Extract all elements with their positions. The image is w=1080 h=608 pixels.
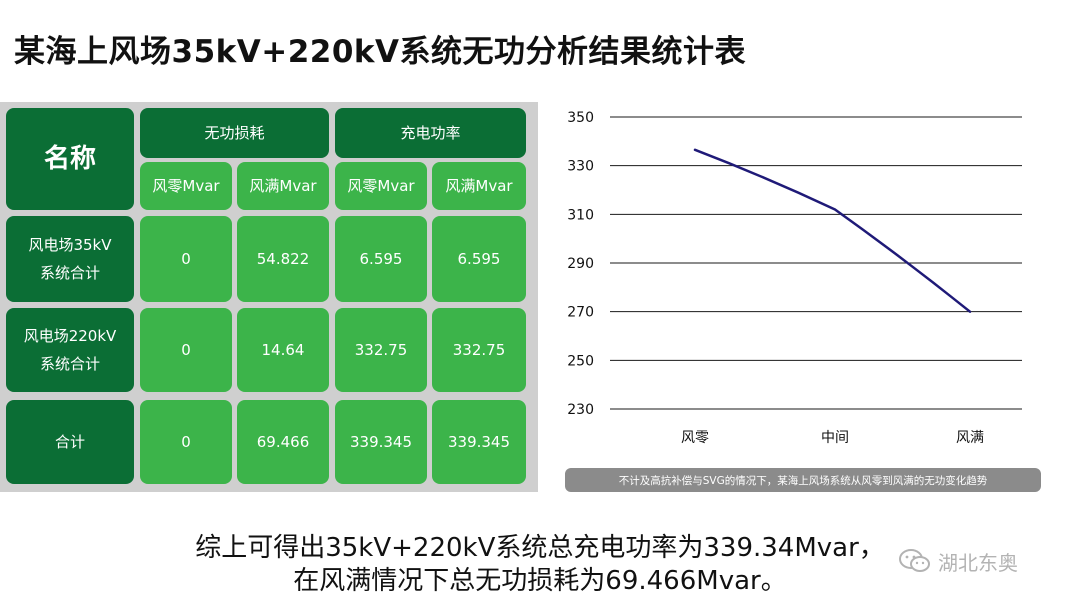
watermark-text: 湖北东奥 (938, 550, 1018, 575)
x-tick-label: 风满 (956, 430, 984, 445)
table-cell: 6.595 (335, 216, 427, 302)
sub-header-cell: 风零Mvar (140, 162, 232, 210)
y-tick-label: 290 (567, 256, 594, 272)
table-cell: 69.466 (237, 400, 329, 484)
page-title: 某海上风场35kV+220kV系统无功分析结果统计表 (14, 34, 747, 70)
row-name-line: 风电场35kV (28, 236, 112, 254)
x-tick-label: 中间 (821, 430, 849, 445)
row-name-cell: 风电场220kV 系统合计 (6, 308, 134, 392)
row-name-line: 合计 (54, 433, 85, 451)
row-name-line: 系统合计 (39, 264, 100, 282)
table-name-header: 名称 (6, 108, 134, 210)
table-cell: 332.75 (432, 308, 526, 392)
trend-chart: 350 330 310 290 270 250 230 风零 中间 风满 (567, 110, 1022, 445)
sub-header-cell: 风满Mvar (432, 162, 526, 210)
y-tick-label: 250 (567, 353, 594, 369)
group-header-loss: 无功损耗 (140, 108, 329, 158)
y-tick-label: 350 (567, 110, 594, 126)
x-tick-label: 风零 (681, 430, 709, 445)
sub-header-cell: 风零Mvar (335, 162, 427, 210)
wechat-icon (899, 549, 930, 572)
row-name-cell: 风电场35kV 系统合计 (6, 216, 134, 302)
row-name-line: 风电场220kV (23, 327, 117, 345)
y-tick-label: 270 (567, 305, 594, 321)
table-cell: 0 (140, 400, 232, 484)
row-name-line: 系统合计 (39, 355, 100, 373)
table-cell: 0 (140, 216, 232, 302)
series-line (693, 148, 972, 313)
y-tick-label: 230 (567, 402, 594, 418)
result-table: 名称 无功损耗 充电功率 风零Mvar 风满Mvar 风零Mvar 风满Mvar… (0, 102, 538, 492)
sub-header-cell: 风满Mvar (237, 162, 329, 210)
y-tick-label: 310 (567, 207, 594, 223)
table-cell: 0 (140, 308, 232, 392)
table-cell: 6.595 (432, 216, 526, 302)
table-cell: 14.64 (237, 308, 329, 392)
conclusion-line-1: 综上可得出35kV+220kV系统总充电功率为339.34Mvar， (195, 533, 885, 563)
conclusion-line-2: 在风满情况下总无功损耗为69.466Mvar。 (293, 566, 787, 596)
group-header-charge: 充电功率 (335, 108, 526, 158)
table-cell: 339.345 (432, 400, 526, 484)
table-cell: 332.75 (335, 308, 427, 392)
y-tick-label: 330 (567, 159, 594, 175)
watermark: 湖北东奥 (898, 544, 1058, 578)
chart-caption: 不计及高抗补偿与SVG的情况下，某海上风场系统从风零到风满的无功变化趋势 (565, 468, 1041, 492)
table-cell: 339.345 (335, 400, 427, 484)
table-cell: 54.822 (237, 216, 329, 302)
row-name-cell: 合计 (6, 400, 134, 484)
